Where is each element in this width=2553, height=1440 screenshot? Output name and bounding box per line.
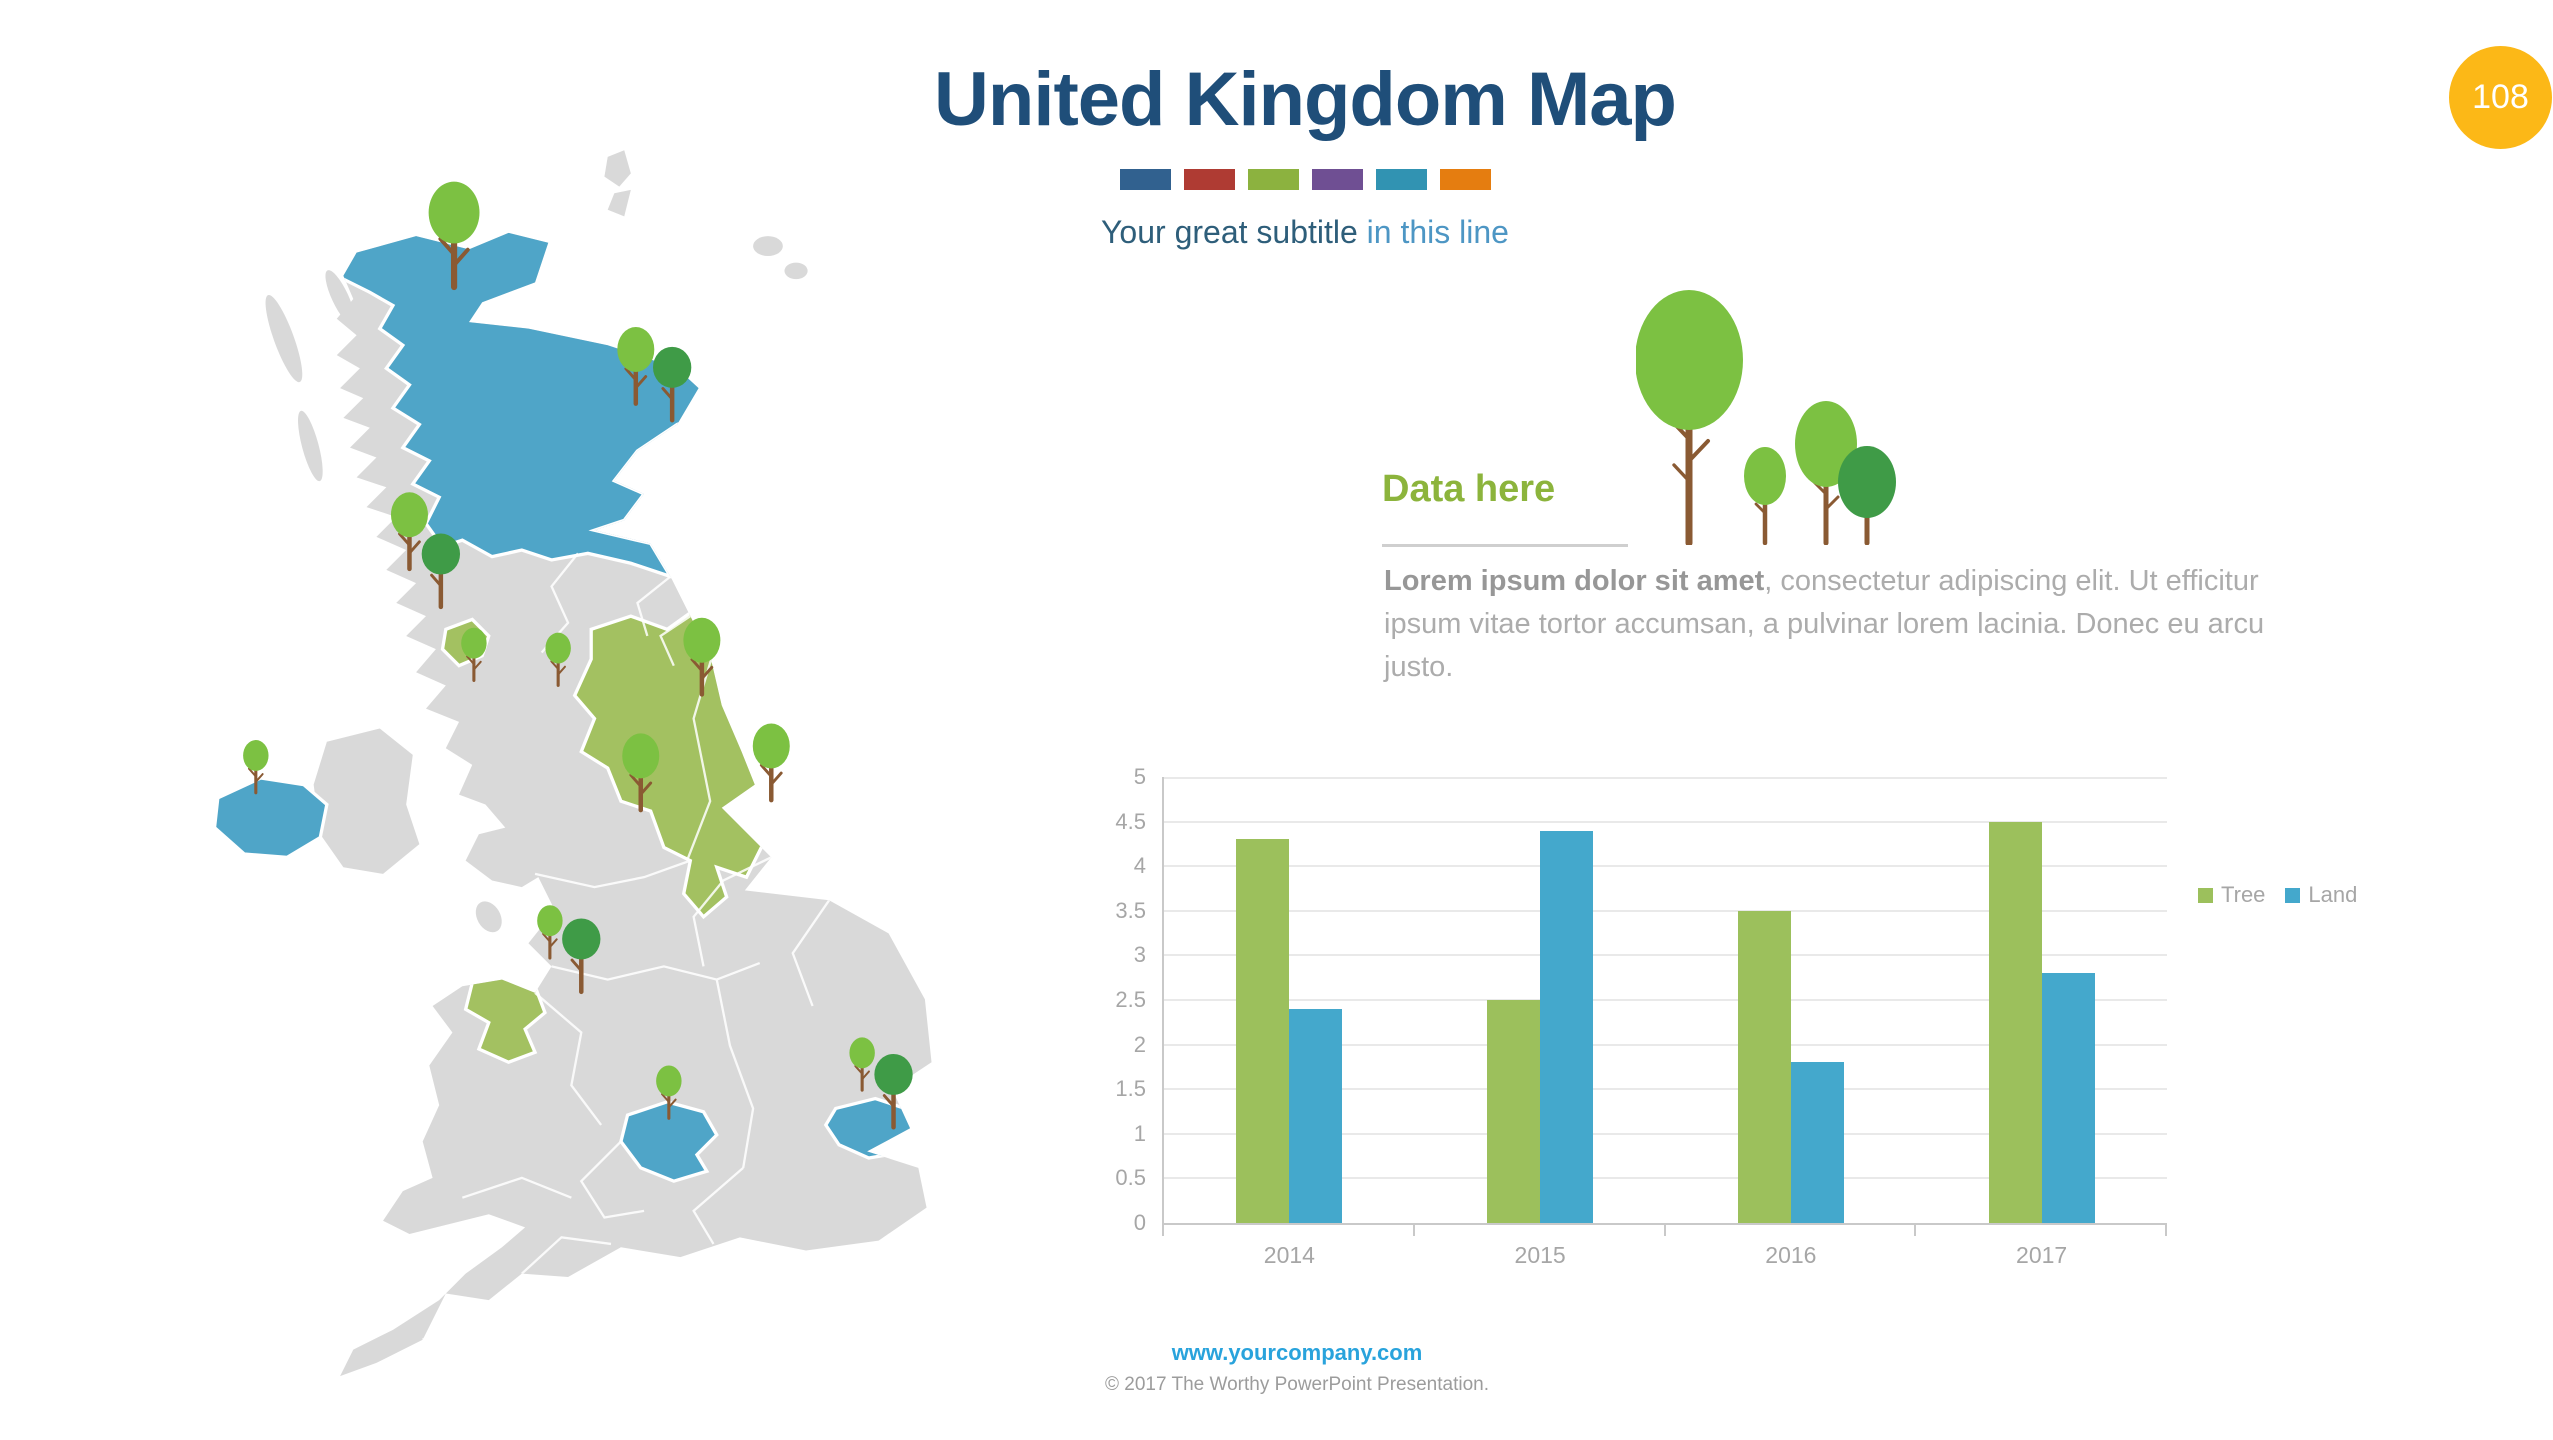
x-axis-label: 2016 xyxy=(1765,1242,1817,1268)
accent-squares xyxy=(805,169,1805,190)
data-body-rest: , consectetur adipiscing elit. Ut effici… xyxy=(1384,565,2265,683)
x-axis-tickmark xyxy=(2165,1225,2167,1236)
legend-swatch xyxy=(2285,887,2301,903)
accent-square xyxy=(1183,169,1235,190)
accent-square xyxy=(1311,169,1363,190)
footer-link[interactable]: www.yourcompany.com xyxy=(1171,1340,1423,1365)
bar-tree-2017 xyxy=(1988,821,2042,1223)
chart-x-axis-labels: 2014 2015 2016 2017 xyxy=(1164,1242,2167,1272)
data-body-bold: Lorem ipsum dolor sit amet xyxy=(1384,565,1765,597)
data-section-body: Lorem ipsum dolor sit amet, consectetur … xyxy=(1384,560,2319,689)
gridline xyxy=(1164,865,2167,868)
gridline xyxy=(1164,1043,2167,1046)
x-axis-tickmark xyxy=(1162,1225,1164,1236)
legend-swatch xyxy=(2198,887,2213,903)
y-axis-label: 2 xyxy=(1133,1031,1146,1057)
gridline xyxy=(1164,1132,2167,1135)
gridline xyxy=(1164,820,2167,823)
x-axis-label: 2015 xyxy=(1514,1242,1566,1268)
bar-land-2015 xyxy=(1540,830,1594,1223)
islands xyxy=(265,150,808,933)
heading-underline xyxy=(1382,544,1628,547)
chart-legend: Tree Land xyxy=(2198,882,2357,908)
uk-map xyxy=(212,150,932,1377)
tree-cluster-illustration xyxy=(1636,290,1896,545)
y-axis-label: 4.5 xyxy=(1115,808,1146,834)
accent-square xyxy=(1119,169,1171,190)
y-axis-label: 3 xyxy=(1133,942,1146,968)
x-axis-label: 2014 xyxy=(1263,1242,1315,1268)
ireland-shape xyxy=(313,728,420,874)
bar-tree-2016 xyxy=(1737,910,1791,1223)
region-midlands xyxy=(619,1100,719,1183)
x-axis-tickmark xyxy=(1412,1225,1415,1236)
gridline xyxy=(1164,1088,2167,1091)
page-number-badge: 108 xyxy=(2449,46,2552,149)
y-axis-label: 1 xyxy=(1133,1120,1146,1146)
tree-icon xyxy=(753,724,790,801)
legend-label: Land xyxy=(2308,882,2358,907)
slide-title: United Kingdom Map xyxy=(934,57,1677,142)
slide-header: United Kingdom Map Your great subtitle i… xyxy=(805,56,1805,251)
legend-item-land: Land xyxy=(2285,882,2357,908)
bar-land-2014 xyxy=(1289,1008,1343,1223)
accent-square xyxy=(1247,169,1299,190)
bar-land-2016 xyxy=(1790,1062,1844,1223)
gridline xyxy=(1164,777,2167,779)
page-number: 108 xyxy=(2472,78,2529,116)
chart-plot-area xyxy=(1162,777,2167,1225)
data-section-heading: Data here xyxy=(1382,468,1556,510)
gridline xyxy=(1164,999,2167,1001)
accent-square xyxy=(1439,169,1491,190)
region-wales xyxy=(463,971,547,1064)
big-tree-icon xyxy=(1636,290,1743,545)
region-northern-ireland xyxy=(212,776,329,860)
y-axis-label: 1.5 xyxy=(1115,1076,1146,1102)
chart-y-axis-labels: 5 4.5 4 3.5 3 2.5 2 1.5 1 0.5 0 xyxy=(1040,764,1146,1235)
bar-land-2017 xyxy=(2041,973,2095,1223)
y-axis-label: 0 xyxy=(1133,1210,1146,1235)
x-axis-tickmark xyxy=(1914,1225,1917,1236)
footer-copyright: © 2017 The Worthy PowerPoint Presentatio… xyxy=(1104,1374,1489,1395)
legend-item-tree: Tree xyxy=(2198,882,2265,908)
gridline xyxy=(1164,1177,2167,1180)
y-axis-label: 3.5 xyxy=(1115,897,1146,923)
slide-footer: www.yourcompany.com © 2017 The Worthy Po… xyxy=(997,1340,1597,1396)
y-axis-label: 0.5 xyxy=(1115,1165,1146,1191)
gridline xyxy=(1164,954,2167,957)
gridline xyxy=(1164,909,2167,912)
dark-tree-icon xyxy=(1838,446,1896,545)
x-axis-label: 2017 xyxy=(2016,1242,2068,1268)
y-axis-label: 4 xyxy=(1133,853,1146,879)
y-axis-label: 5 xyxy=(1133,764,1146,789)
bar-tree-2015 xyxy=(1487,1000,1541,1223)
legend-label: Tree xyxy=(2221,882,2266,907)
y-axis-label: 2.5 xyxy=(1115,987,1146,1012)
chart-x-axis-ticks xyxy=(1162,1225,2167,1236)
accent-square xyxy=(1375,169,1427,190)
bar-tree-2014 xyxy=(1236,839,1290,1223)
x-axis-tickmark xyxy=(1663,1225,1666,1236)
small-tree-icon xyxy=(1744,447,1786,545)
subtitle-accent: in this line xyxy=(1366,214,1509,250)
slide-subtitle: Your great subtitle in this line xyxy=(805,214,1805,251)
subtitle-main: Your great subtitle xyxy=(1101,214,1358,250)
